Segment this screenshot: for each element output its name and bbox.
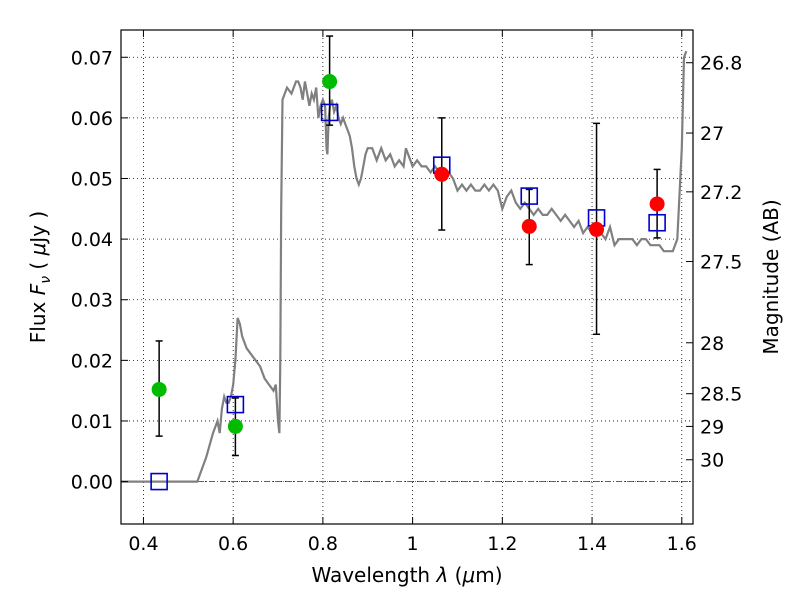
x-tick-label: 1.4 [577, 533, 607, 555]
y-tick-label: 0.04 [71, 229, 113, 251]
right-tick-label: 26.8 [700, 53, 742, 75]
y-tick-label: 0.05 [71, 169, 113, 191]
x-tick-label: 1 [407, 533, 419, 555]
x-tick-label: 0.6 [218, 533, 248, 555]
x-tick-label: 0.4 [128, 533, 158, 555]
x-axis-label: Wavelength λ (μm) [311, 563, 502, 587]
model-photometry-square [226, 395, 245, 414]
red-data-point [521, 218, 537, 234]
right-tick-label: 27.2 [700, 182, 742, 204]
y-tick-label: 0.07 [71, 47, 113, 69]
y-tick-label: 0.01 [71, 411, 113, 433]
red-data-point [434, 166, 450, 182]
axis-ticks: 0.4 0.6 0.8 1 1.2 1.4 1.6 0.00 0.01 0.02 0.03 0.04 0… [71, 30, 742, 555]
green-data-point [322, 74, 338, 90]
plot-frame [120, 29, 694, 525]
green-data-point [227, 418, 243, 434]
green-data-point [151, 381, 167, 397]
model-spectrum-line [121, 50, 688, 483]
y-tick-label: 0.03 [71, 290, 113, 312]
right-axis-label: Magnitude (AB) [759, 199, 783, 354]
right-tick-label: 29 [700, 416, 724, 438]
red-data-point [589, 221, 605, 237]
observed-points [151, 74, 665, 434]
model-photometry-square [150, 472, 168, 491]
model-photometry-squares [150, 103, 666, 491]
y-tick-label: 0.06 [71, 108, 113, 130]
model-photometry-square [648, 213, 666, 232]
model-photometry-square [320, 103, 339, 122]
right-tick-label: 28 [700, 333, 724, 355]
right-tick-label: 27 [700, 123, 724, 145]
right-tick-label: 30 [700, 450, 724, 472]
right-tick-label: 27.5 [700, 252, 742, 274]
y-axis-label: Flux Fν ( μJy ) [26, 211, 54, 343]
right-tick-label: 28.5 [700, 384, 742, 406]
model-photometry-square [520, 187, 539, 205]
grid [121, 30, 693, 524]
y-tick-label: 0.02 [71, 350, 113, 372]
x-tick-label: 1.2 [487, 533, 517, 555]
y-tick-label: 0.00 [71, 472, 113, 494]
x-tick-label: 1.6 [667, 533, 697, 555]
red-data-point [649, 196, 665, 212]
x-tick-label: 0.8 [308, 533, 338, 555]
